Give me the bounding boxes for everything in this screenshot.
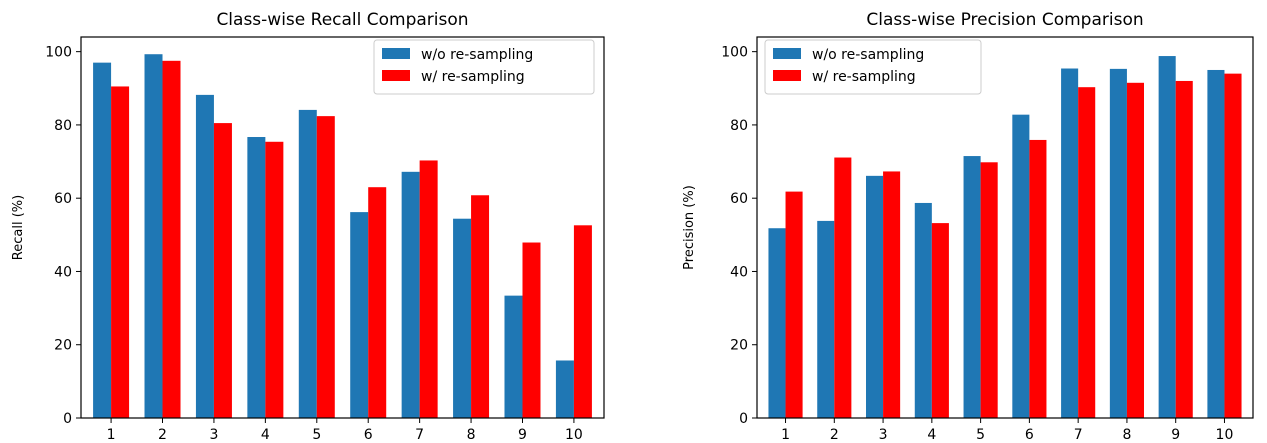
bar-with-resampling-6 <box>1029 139 1047 418</box>
x-tick-label: 9 <box>1171 427 1180 443</box>
bar-without-resampling-4 <box>247 137 266 418</box>
x-tick-label: 2 <box>158 427 167 443</box>
bar-with-resampling-4 <box>931 223 949 418</box>
bar-without-resampling-1 <box>768 228 786 418</box>
bar-with-resampling-8 <box>1126 82 1144 418</box>
y-tick-label: 100 <box>45 45 72 61</box>
bar-without-resampling-6 <box>1012 114 1030 419</box>
bar-without-resampling-10 <box>1207 69 1225 418</box>
legend-label: w/o re-sampling <box>421 47 533 63</box>
y-tick-label: 60 <box>730 191 748 207</box>
bar-with-resampling-4 <box>265 141 284 418</box>
x-tick-label: 2 <box>830 427 839 443</box>
bar-without-resampling-9 <box>1158 56 1176 419</box>
plot-frame <box>756 36 1254 419</box>
x-tick-label: 7 <box>1074 427 1083 443</box>
x-tick-label: 8 <box>1122 427 1131 443</box>
legend: w/o re-sampling w/ re-sampling <box>373 39 595 95</box>
bar-without-resampling-4 <box>914 202 932 418</box>
y-tick-label: 0 <box>739 411 748 427</box>
y-tick-label: 20 <box>730 338 748 354</box>
legend-swatch <box>773 48 801 59</box>
y-axis-label: Recall (%) <box>11 195 26 260</box>
y-tick-label: 100 <box>721 45 748 61</box>
bar-with-resampling-5 <box>980 162 998 418</box>
legend-label: w/ re-sampling <box>421 69 525 85</box>
x-tick-label: 6 <box>1025 427 1034 443</box>
bar-with-resampling-3 <box>213 123 232 419</box>
x-tick-label: 8 <box>467 427 476 443</box>
bar-with-resampling-10 <box>573 225 592 418</box>
x-tick-label: 1 <box>781 427 790 443</box>
bar-with-resampling-2 <box>834 157 852 418</box>
y-tick-label: 40 <box>730 264 748 280</box>
bar-without-resampling-8 <box>453 218 472 418</box>
x-tick-label: 9 <box>518 427 527 443</box>
bar-without-resampling-10 <box>555 360 574 418</box>
y-tick-label: 80 <box>730 118 748 134</box>
x-tick-label: 7 <box>415 427 424 443</box>
bar-with-resampling-1 <box>785 191 803 418</box>
legend: w/o re-sampling w/ re-sampling <box>764 39 982 95</box>
legend-swatch <box>773 70 801 81</box>
x-tick-label: 6 <box>364 427 373 443</box>
bar-without-resampling-1 <box>93 62 112 419</box>
bar-without-resampling-7 <box>401 171 420 418</box>
y-axis-label: Precision (%) <box>682 185 697 270</box>
bar-without-resampling-3 <box>195 94 214 418</box>
bar-with-resampling-7 <box>1078 87 1096 418</box>
bar-with-resampling-1 <box>111 86 130 419</box>
legend-label: w/o re-sampling <box>812 47 924 63</box>
bar-without-resampling-3 <box>866 175 884 418</box>
x-tick-label: 5 <box>976 427 985 443</box>
chart-1: Class-wise Recall Comparison 0 20 40 60 80 100… <box>11 10 605 443</box>
bar-without-resampling-2 <box>144 54 163 419</box>
bar-without-resampling-9 <box>504 295 523 418</box>
bar-with-resampling-5 <box>316 116 335 418</box>
x-tick-label: 10 <box>1216 427 1234 443</box>
bar-with-resampling-10 <box>1224 73 1242 418</box>
bar-with-resampling-8 <box>471 195 490 418</box>
y-tick-label: 60 <box>54 191 72 207</box>
bar-without-resampling-5 <box>298 109 317 418</box>
legend-label: w/ re-sampling <box>812 69 916 85</box>
bar-with-resampling-3 <box>883 171 901 418</box>
legend-box <box>764 39 982 95</box>
x-tick-label: 4 <box>261 427 270 443</box>
bar-with-resampling-7 <box>419 160 438 418</box>
bar-without-resampling-5 <box>963 156 981 418</box>
bar-with-resampling-6 <box>368 187 387 418</box>
x-tick-label: 4 <box>927 427 936 443</box>
bar-without-resampling-2 <box>817 220 835 418</box>
bar-with-resampling-9 <box>1175 80 1193 418</box>
x-tick-label: 5 <box>312 427 321 443</box>
chart-2: Class-wise Precision Comparison 0 20 40 60 80… <box>682 10 1254 443</box>
bar-without-resampling-7 <box>1061 68 1079 418</box>
y-tick-label: 20 <box>54 338 72 354</box>
legend-swatch <box>382 70 410 81</box>
x-tick-label: 3 <box>879 427 888 443</box>
chart-title: Class-wise Recall Comparison <box>216 10 468 30</box>
plot-frame <box>80 36 605 419</box>
bar-with-resampling-9 <box>522 242 541 418</box>
y-tick-label: 80 <box>54 118 72 134</box>
bar-without-resampling-8 <box>1109 68 1127 418</box>
x-tick-label: 10 <box>565 427 583 443</box>
legend-box <box>373 39 595 95</box>
bar-with-resampling-2 <box>162 60 181 418</box>
y-tick-label: 0 <box>63 411 72 427</box>
chart-title: Class-wise Precision Comparison <box>866 10 1143 30</box>
legend-swatch <box>382 48 410 59</box>
x-tick-label: 1 <box>107 427 116 443</box>
x-tick-label: 3 <box>209 427 218 443</box>
y-tick-label: 40 <box>54 264 72 280</box>
bar-without-resampling-6 <box>350 212 369 418</box>
